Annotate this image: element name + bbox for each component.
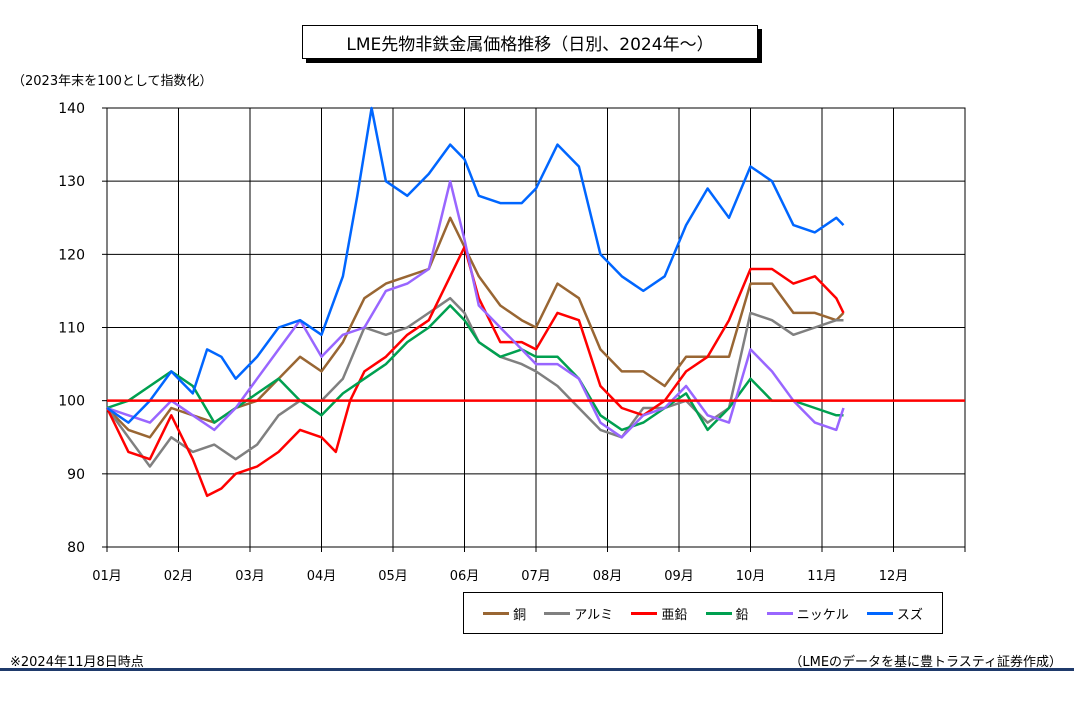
line-chart: 80 90 100 110 120 130 140 01月 02月 03月 04月 05月 06月 07…	[58, 101, 966, 584]
y-tick-label: 100	[58, 394, 85, 410]
legend-item: 鉛	[705, 604, 749, 623]
y-tick-label: 80	[67, 540, 85, 556]
legend-swatch	[766, 611, 793, 615]
y-axis-ticks: 80 90 100 110 120 130 140	[58, 101, 85, 556]
chart-title: LME先物非鉄金属価格推移（日別、2024年～）	[302, 25, 758, 59]
legend-label: 亜鉛	[661, 607, 688, 623]
legend-item: 亜鉛	[631, 604, 687, 623]
legend-item: アルミ	[544, 604, 613, 623]
x-tick-label: 03月	[235, 569, 265, 584]
legend-label: アルミ	[574, 607, 614, 623]
x-tick-label: 05月	[378, 569, 408, 584]
x-tick-label: 09月	[664, 569, 694, 584]
y-tick-label: 130	[58, 174, 85, 190]
x-tick-label: 08月	[593, 569, 623, 584]
y-tick-label: 120	[58, 247, 85, 263]
series-line-スズ	[106, 106, 845, 424]
x-tick-label: 10月	[736, 569, 766, 584]
legend-swatch	[705, 611, 732, 615]
legend-label: 鉛	[735, 607, 749, 623]
x-tick-label: 02月	[164, 569, 194, 584]
x-tick-label: 11月	[807, 569, 837, 584]
legend-label: ニッケル	[796, 607, 849, 623]
legend-item: スズ	[866, 604, 923, 623]
series-lines	[105, 106, 845, 498]
x-tick-label: 12月	[879, 569, 909, 584]
date-note: ※2024年11月8日時点	[10, 655, 144, 670]
y-axis-unit-label: （2023年末を100として指数化）	[12, 74, 213, 89]
chart-grid	[102, 107, 966, 552]
legend-swatch	[544, 611, 571, 615]
series-line-アルミ	[105, 296, 844, 468]
legend-swatch	[631, 611, 658, 615]
x-axis-ticks: 01月 02月 03月 04月 05月 06月 07月 08月 09月 10月 11月 12月	[92, 569, 908, 584]
legend-item: ニッケル	[766, 604, 849, 623]
legend-item: 銅	[483, 604, 526, 623]
chart-legend: 銅 アルミ 亜鉛 鉛 ニッケル スズ	[463, 592, 943, 634]
source-note: （LMEのデータを基に豊トラスティ証券作成）	[789, 655, 1062, 670]
series-line-ニッケル	[106, 179, 845, 439]
legend-swatch	[866, 611, 893, 615]
y-tick-label: 140	[58, 101, 85, 117]
footer-divider	[0, 668, 1074, 671]
legend-swatch	[483, 611, 510, 615]
x-tick-label: 01月	[92, 569, 122, 584]
legend-label: 銅	[513, 607, 527, 623]
x-tick-label: 07月	[521, 569, 551, 584]
series-line-亜鉛	[105, 245, 845, 498]
legend-label: スズ	[896, 607, 923, 623]
y-tick-label: 90	[67, 467, 85, 483]
x-tick-label: 06月	[450, 569, 480, 584]
x-tick-label: 04月	[307, 569, 337, 584]
y-tick-label: 110	[58, 321, 85, 337]
